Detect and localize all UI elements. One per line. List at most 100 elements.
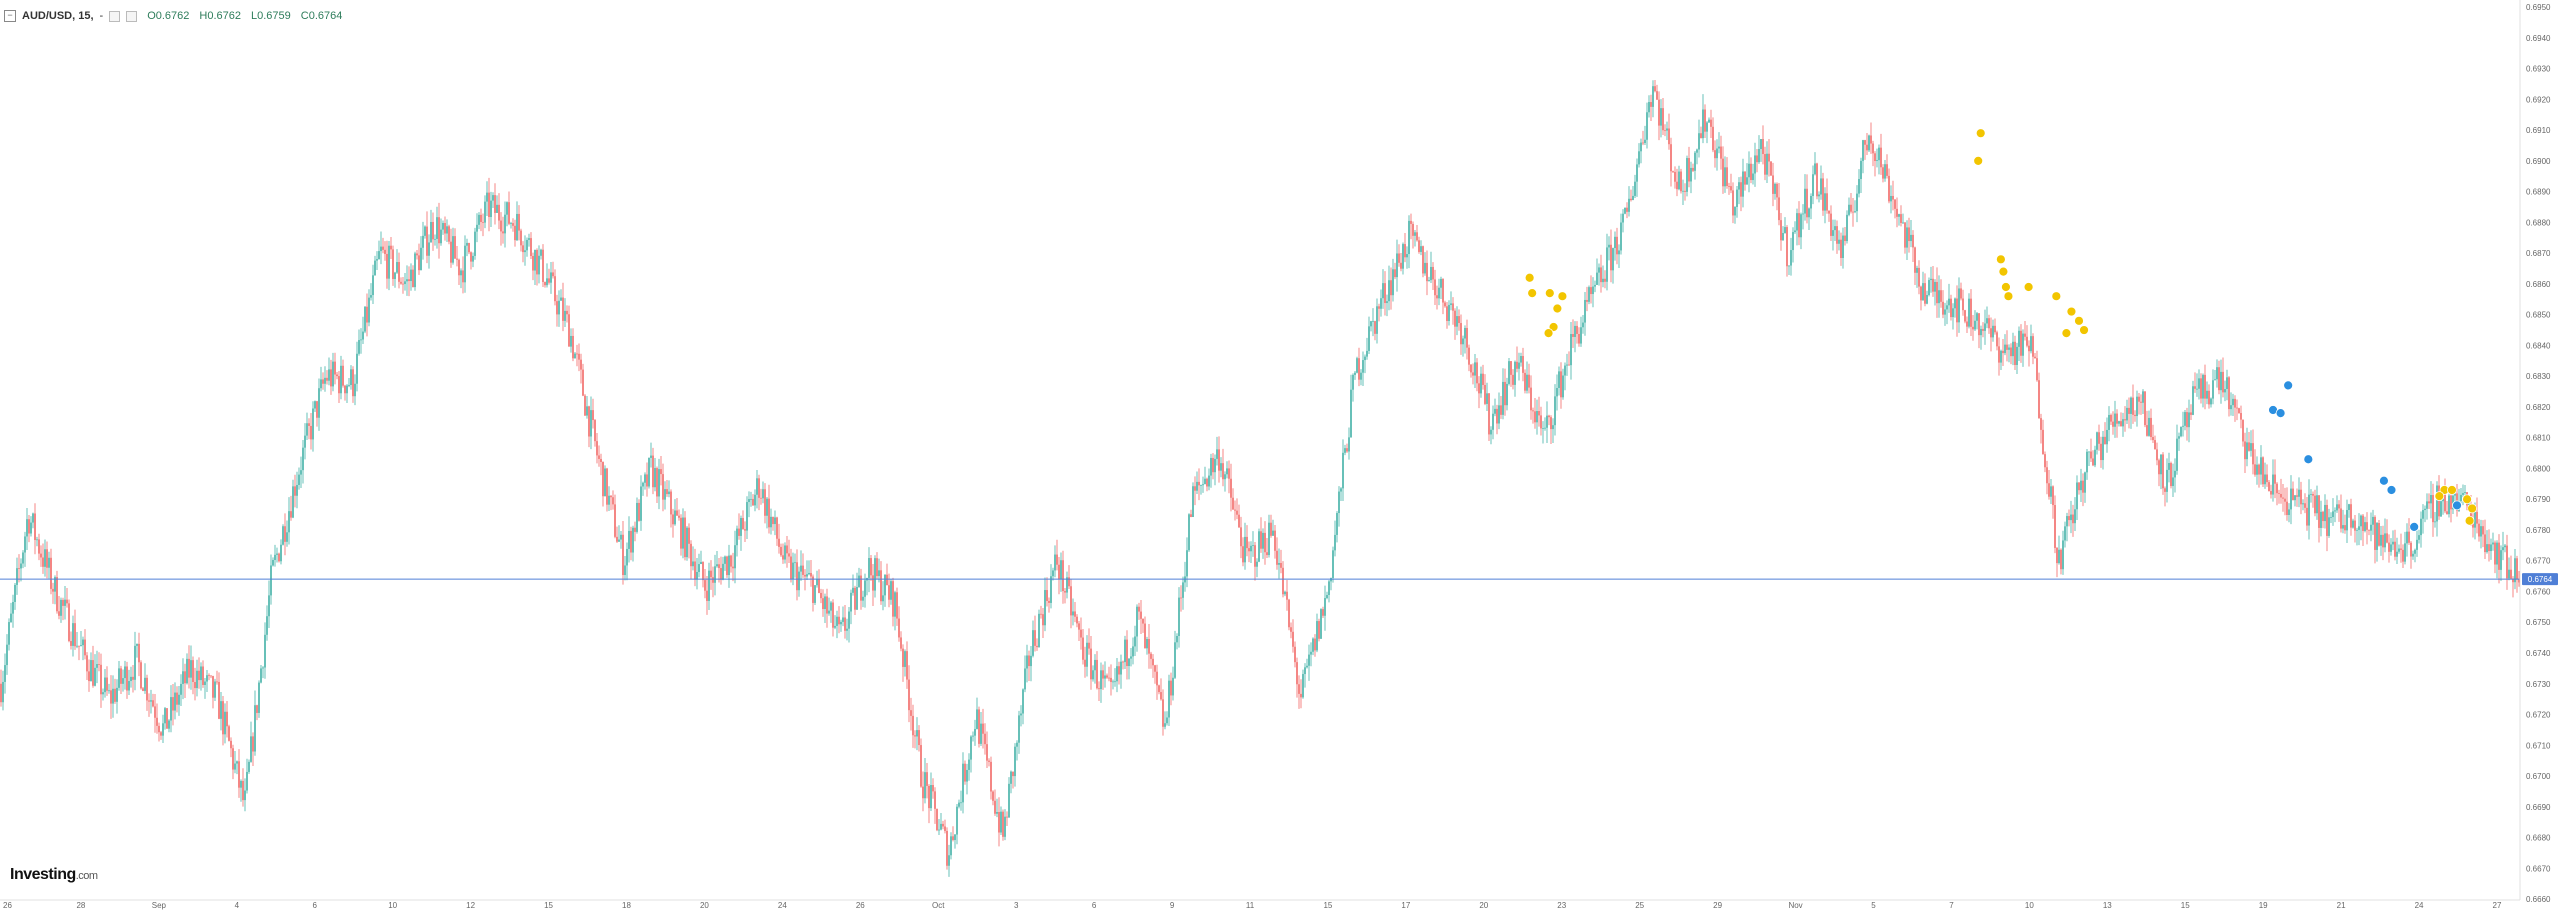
candle-body <box>730 555 732 567</box>
candle-body <box>2084 472 2086 493</box>
economic-event-marker[interactable] <box>1995 254 2006 265</box>
economic-event-marker[interactable] <box>1975 128 1986 139</box>
candle-body <box>2012 341 2014 357</box>
news-event-marker[interactable] <box>2409 521 2420 532</box>
symbol-label[interactable]: AUD/USD, 15, <box>22 10 94 22</box>
plot-area[interactable] <box>0 0 2520 900</box>
candle-body <box>42 557 44 567</box>
candle-body <box>422 235 424 248</box>
economic-event-marker[interactable] <box>2079 325 2089 335</box>
economic-event-marker[interactable] <box>1543 328 1554 339</box>
economic-event-marker[interactable] <box>2434 491 2445 502</box>
candle-body <box>1614 236 1616 249</box>
candle-body <box>2088 451 2090 453</box>
candle-body <box>1616 236 1618 255</box>
economic-event-marker[interactable] <box>1973 155 1984 166</box>
economic-event-marker[interactable] <box>2003 291 2014 302</box>
candle-body <box>2404 543 2406 562</box>
candle-body <box>1148 639 1150 654</box>
economic-event-marker[interactable] <box>2001 282 2011 292</box>
y-axis[interactable]: 0.6950 0.6940 0.6930 0.6920 0.6910 0.6900 0.68… <box>2526 3 2551 904</box>
candle-body <box>956 806 958 835</box>
candle-body <box>460 270 462 276</box>
economic-event-marker[interactable] <box>2061 328 2072 339</box>
candle-body <box>2182 425 2184 427</box>
x-axis[interactable]: 26 28 Sep 4 6 10 12 15 18 20 24 26 Oct 3 6 9 11 15 17 20 23 2… <box>3 901 2502 910</box>
candle-body <box>1406 254 1408 258</box>
news-event-marker[interactable] <box>2452 500 2462 511</box>
candle-body <box>1546 415 1548 428</box>
candle-body <box>2336 504 2338 511</box>
news-event-marker[interactable] <box>2283 380 2294 391</box>
candle-body <box>666 489 668 495</box>
candle-body <box>424 226 426 236</box>
candle-body <box>582 369 584 396</box>
close-icon[interactable] <box>126 10 138 22</box>
y-tick-label: 0.6660 <box>2526 895 2551 904</box>
economic-event-marker[interactable] <box>1544 288 1555 299</box>
candle-body <box>2018 330 2020 347</box>
candle-body <box>2254 464 2256 475</box>
candle-body <box>272 559 274 566</box>
candle-body <box>892 581 894 617</box>
candle-body <box>1568 364 1570 366</box>
candle-body <box>1698 133 1700 150</box>
candle-body <box>1468 347 1470 365</box>
candle-body <box>2104 436 2106 445</box>
economic-event-marker[interactable] <box>1557 291 1568 302</box>
candle-body <box>2444 492 2446 512</box>
news-event-marker[interactable] <box>2386 485 2397 495</box>
candle-body <box>512 223 514 226</box>
candle-body <box>1974 320 1976 330</box>
investing-logo[interactable]: Investing.com <box>10 866 98 884</box>
candle-body <box>884 574 886 596</box>
economic-event-marker[interactable] <box>2467 503 2478 514</box>
candle-body <box>406 279 408 282</box>
candle-body <box>1908 227 1910 242</box>
economic-event-marker[interactable] <box>1998 266 2009 277</box>
candle-body <box>180 683 182 695</box>
news-event-marker[interactable] <box>2303 454 2314 465</box>
news-event-marker[interactable] <box>2379 475 2389 486</box>
candle-body <box>450 241 452 263</box>
economic-event-marker[interactable] <box>2462 494 2472 505</box>
economic-event-marker[interactable] <box>1552 303 1563 314</box>
candle-body <box>1136 606 1138 637</box>
economic-event-marker[interactable] <box>2074 315 2084 326</box>
candle-body <box>1852 211 1854 213</box>
candle-body <box>2290 488 2292 510</box>
news-event-marker[interactable] <box>2275 408 2286 418</box>
candle-body <box>500 220 502 232</box>
candle-body <box>1060 560 1062 580</box>
economic-event-marker[interactable] <box>2023 282 2034 292</box>
candle-body <box>1700 133 1702 139</box>
collapse-legend-icon[interactable]: − <box>4 10 16 22</box>
candle-body <box>632 527 634 553</box>
candle-body <box>1200 485 1202 486</box>
economic-event-marker[interactable] <box>2464 515 2475 526</box>
candle-body <box>1432 266 1434 280</box>
candle-body <box>420 247 422 271</box>
candle-body <box>1848 204 1850 215</box>
y-tick-label: 0.6740 <box>2526 649 2551 658</box>
candle-body <box>1130 656 1132 659</box>
settings-icon[interactable] <box>109 10 121 22</box>
economic-event-marker[interactable] <box>1527 288 1538 299</box>
candle-body <box>270 565 272 596</box>
candle-body <box>1270 522 1272 536</box>
economic-event-marker[interactable] <box>2066 306 2077 317</box>
candle-body <box>1110 677 1112 683</box>
economic-event-marker[interactable] <box>2447 485 2457 495</box>
economic-event-marker[interactable] <box>2051 291 2062 302</box>
candle-body <box>262 667 264 669</box>
candle-body <box>978 709 980 744</box>
candle-body <box>2262 457 2264 485</box>
economic-event-marker[interactable] <box>1524 272 1535 283</box>
candle-body <box>638 502 640 521</box>
candle-body <box>1264 532 1266 553</box>
candle-body <box>508 202 510 224</box>
candle-body <box>852 587 854 593</box>
candle-body <box>586 406 588 416</box>
